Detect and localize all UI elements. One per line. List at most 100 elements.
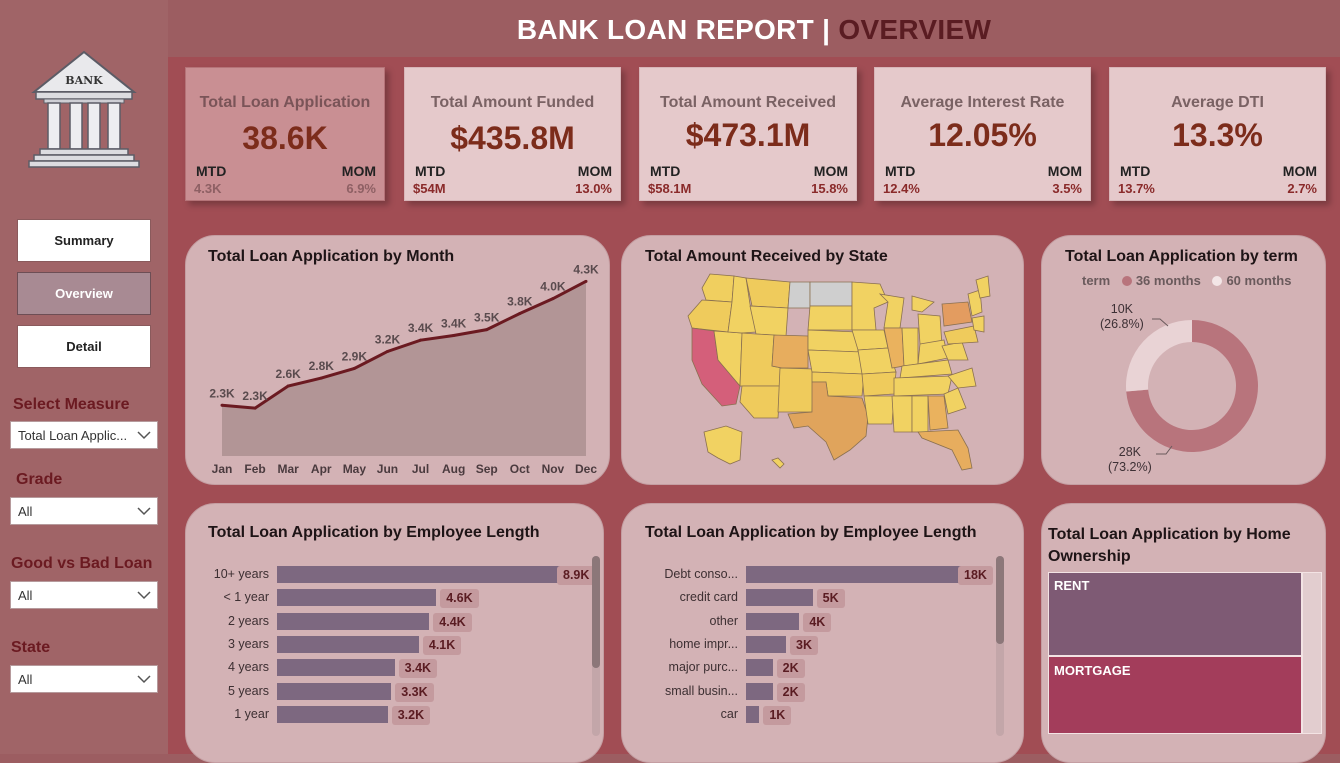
bar-row[interactable]: other 4K [622, 612, 1025, 632]
bar-row[interactable]: 5 years 3.3K [186, 682, 605, 702]
bar-row[interactable]: major purc... 2K [622, 659, 1025, 679]
data-point[interactable] [485, 328, 489, 332]
data-label: 4.0K [540, 280, 566, 294]
bar-row[interactable]: credit card 5K [622, 589, 1025, 609]
nav-overview-button[interactable]: Overview [17, 272, 151, 315]
bar-category-label: 2 years [228, 613, 269, 628]
kpi-card-total-amount-received[interactable]: Total Amount Received $473.1M MTD MOM $5… [639, 67, 857, 201]
legend-title: term [1082, 273, 1111, 288]
bar-row[interactable]: 1 year 3.2K [186, 705, 605, 725]
map-state [927, 395, 949, 431]
scroll-thumb[interactable] [996, 556, 1004, 644]
treemap-other[interactable] [1302, 572, 1322, 734]
bar[interactable] [746, 589, 813, 607]
data-point[interactable] [551, 297, 555, 301]
bar[interactable] [277, 635, 419, 653]
panel-loans-by-employee-length: Total Loan Application by Employee Lengt… [185, 503, 604, 763]
data-point[interactable] [452, 334, 456, 338]
bar[interactable] [746, 612, 800, 630]
us-state-map[interactable] [622, 236, 1025, 486]
state-label: State [11, 639, 51, 656]
bar[interactable] [277, 612, 430, 630]
term-donut-chart [1126, 318, 1258, 455]
bar-row[interactable]: 2 years 4.4K [186, 612, 605, 632]
data-point[interactable] [319, 376, 323, 380]
bar[interactable] [746, 705, 760, 723]
map-state [899, 359, 953, 379]
state-dropdown[interactable]: All [10, 665, 158, 693]
bar-row[interactable]: 4 years 3.4K [186, 659, 605, 679]
kpi-card-total-amount-funded[interactable]: Total Amount Funded $435.8M MTD MOM $54M… [404, 67, 621, 201]
map-state [807, 305, 853, 331]
map-state [947, 367, 977, 389]
bar[interactable] [746, 682, 773, 700]
bar[interactable] [746, 635, 786, 653]
good-bad-loan-dropdown[interactable]: All [10, 581, 158, 609]
bar[interactable] [277, 682, 392, 700]
map-state [971, 315, 985, 333]
select-measure-dropdown[interactable]: Total Loan Applic... [10, 421, 158, 449]
x-tick-label: Sep [476, 462, 498, 476]
bar-row[interactable]: home impr... 3K [622, 635, 1025, 655]
bar-category-label: < 1 year [223, 590, 269, 605]
data-point[interactable] [385, 349, 389, 353]
bar-row[interactable]: 3 years 4.1K [186, 635, 605, 655]
kpi-card-total-loan-application[interactable]: Total Loan Application 38.6K MTD MOM 4.3… [185, 67, 385, 201]
data-point[interactable] [220, 403, 224, 407]
treemap-rent[interactable]: RENT [1048, 572, 1302, 656]
panel-loans-by-home-ownership: Total Loan Application by Home Ownership… [1041, 503, 1326, 763]
data-point[interactable] [286, 384, 290, 388]
grade-value: All [18, 504, 33, 519]
bar-category-label: 10+ years [213, 567, 269, 581]
legend-item-60-months[interactable]: 60 months [1226, 273, 1292, 288]
kpi-title: Total Loan Application [199, 94, 371, 111]
scroll-thumb[interactable] [592, 556, 600, 668]
bar-row[interactable]: 10+ years 8.9K [186, 566, 605, 585]
grade-dropdown[interactable]: All [10, 497, 158, 525]
bar-value-label: 1K [763, 705, 792, 725]
nav-summary-button[interactable]: Summary [17, 219, 151, 262]
scrollbar[interactable] [996, 556, 1004, 736]
donut-slice[interactable] [1126, 320, 1258, 452]
bar[interactable] [277, 659, 395, 677]
bar-row[interactable]: small busin... 2K [622, 682, 1025, 702]
kpi-mtd-label: MTD [1120, 163, 1151, 179]
x-tick-label: May [343, 462, 367, 476]
kpi-mtd-value: $58.1M [648, 181, 692, 196]
data-point[interactable] [253, 406, 257, 410]
data-point[interactable] [352, 366, 356, 370]
bar[interactable] [746, 566, 986, 583]
kpi-value: $473.1M [685, 117, 811, 153]
kpi-card-average-interest-rate[interactable]: Average Interest Rate 12.05% MTD MOM 12.… [874, 67, 1091, 201]
legend-item-36-months[interactable]: 36 months [1135, 273, 1201, 288]
bar-row[interactable]: < 1 year 4.6K [186, 589, 605, 609]
kpi-mtd-value: 13.7% [1118, 181, 1155, 196]
kpi-mtd-label: MTD [885, 163, 916, 179]
treemap-mortgage[interactable]: MORTGAGE [1048, 656, 1302, 734]
page-title-main: BANK LOAN REPORT | [516, 14, 831, 45]
bar-value-label: 8.9K [557, 566, 596, 585]
bar[interactable] [746, 659, 773, 677]
x-tick-label: Jul [412, 462, 429, 476]
bar-category-label: home impr... [669, 636, 738, 651]
nav-detail-button[interactable]: Detail [17, 325, 151, 368]
donut-slice[interactable] [1126, 320, 1192, 392]
panel-title: Total Loan Application by Employee Lengt… [208, 524, 540, 541]
data-point[interactable] [518, 311, 522, 315]
bar-row[interactable]: Debt conso... 18K [622, 566, 1025, 585]
data-point[interactable] [584, 279, 588, 283]
bar-category-label: car [720, 706, 738, 721]
kpi-card-average-dti[interactable]: Average DTI 13.3% MTD MOM 13.7% 2.7% [1109, 67, 1326, 201]
kpi-mom-label: MOM [577, 163, 612, 179]
map-state [891, 395, 913, 433]
bar-value-label: 2K [776, 682, 805, 702]
bar[interactable] [277, 566, 585, 583]
bar[interactable] [277, 589, 437, 607]
bar[interactable] [277, 705, 388, 723]
bar-value-label: 4K [803, 612, 832, 632]
data-label: 2.6K [276, 367, 302, 381]
bar-row[interactable]: car 1K [622, 705, 1025, 725]
scrollbar[interactable] [592, 556, 600, 736]
data-label: 3.4K [441, 317, 467, 331]
data-point[interactable] [419, 338, 423, 342]
